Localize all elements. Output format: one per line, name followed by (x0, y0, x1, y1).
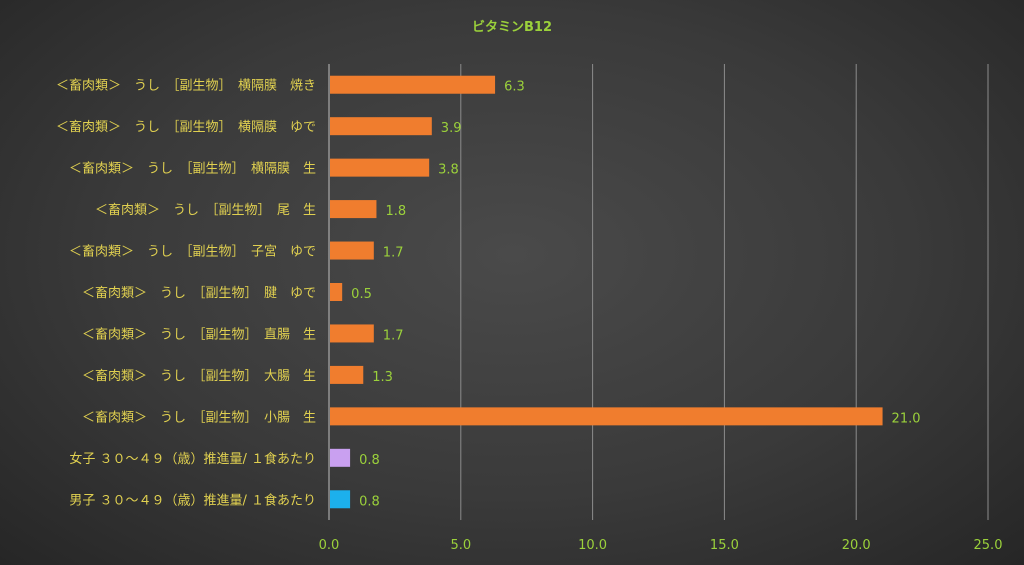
category-label: ＜畜肉類＞ うし ［副生物］ 子宮 ゆで (69, 244, 316, 260)
data-label: 0.5 (351, 287, 372, 302)
data-label: 3.8 (438, 163, 459, 178)
bar (330, 324, 374, 343)
data-label: 0.8 (359, 453, 380, 468)
bar (330, 283, 343, 301)
data-label: 1.3 (372, 370, 393, 385)
bar (330, 158, 430, 177)
category-label: ＜畜肉類＞ うし ［副生物］ 横隔膜 ゆで (56, 119, 316, 135)
labels: 0.0 5.0 10.0 15.0 20.0 25.0 ＜畜肉類＞ うし ［副生物］ 横隔膜… (56, 78, 1002, 553)
x-tick-label: 15.0 (710, 538, 739, 553)
gridlines (460, 64, 989, 520)
bar (330, 448, 351, 467)
bar (330, 117, 432, 136)
category-label: 男子 ３０～４９（歳）推進量/ １食あたり (69, 492, 316, 508)
data-label: 3.9 (441, 121, 462, 136)
x-tick-label: 10.0 (578, 538, 607, 553)
data-label: 1.8 (385, 204, 406, 219)
x-tick-label: 25.0 (974, 538, 1003, 553)
data-label: 6.3 (504, 80, 525, 95)
category-label: ＜畜肉類＞ うし ［副生物］ 直腸 生 (82, 326, 316, 342)
category-label: 女子 ３０～４９（歳）推進量/ １食あたり (69, 451, 316, 467)
x-tick-label: 0.0 (319, 538, 340, 553)
bar (330, 407, 883, 426)
category-label: ＜畜肉類＞ うし ［副生物］ 横隔膜 生 (69, 161, 316, 177)
bar (330, 200, 377, 219)
data-label: 21.0 (892, 411, 921, 426)
bar (330, 75, 496, 94)
chart-title: ビタミンB12 (472, 19, 552, 35)
bar (330, 241, 374, 260)
category-label: ＜畜肉類＞ うし ［副生物］ 腱 ゆで (82, 285, 316, 301)
x-tick-label: 20.0 (842, 538, 871, 553)
data-label: 1.7 (383, 246, 404, 261)
x-tick-label: 5.0 (450, 538, 471, 553)
category-label: ＜畜肉類＞ うし ［副生物］ 横隔膜 焼き (56, 78, 316, 94)
data-label: 0.8 (359, 494, 380, 509)
category-label: ＜畜肉類＞ うし ［副生物］ 大腸 生 (82, 368, 316, 384)
bars (330, 75, 883, 509)
bar (330, 490, 351, 509)
data-label: 1.7 (383, 328, 404, 343)
category-label: ＜畜肉類＞ うし ［副生物］ 尾 生 (95, 202, 316, 218)
category-label: ＜畜肉類＞ うし ［副生物］ 小腸 生 (82, 409, 316, 425)
bar (330, 365, 364, 384)
